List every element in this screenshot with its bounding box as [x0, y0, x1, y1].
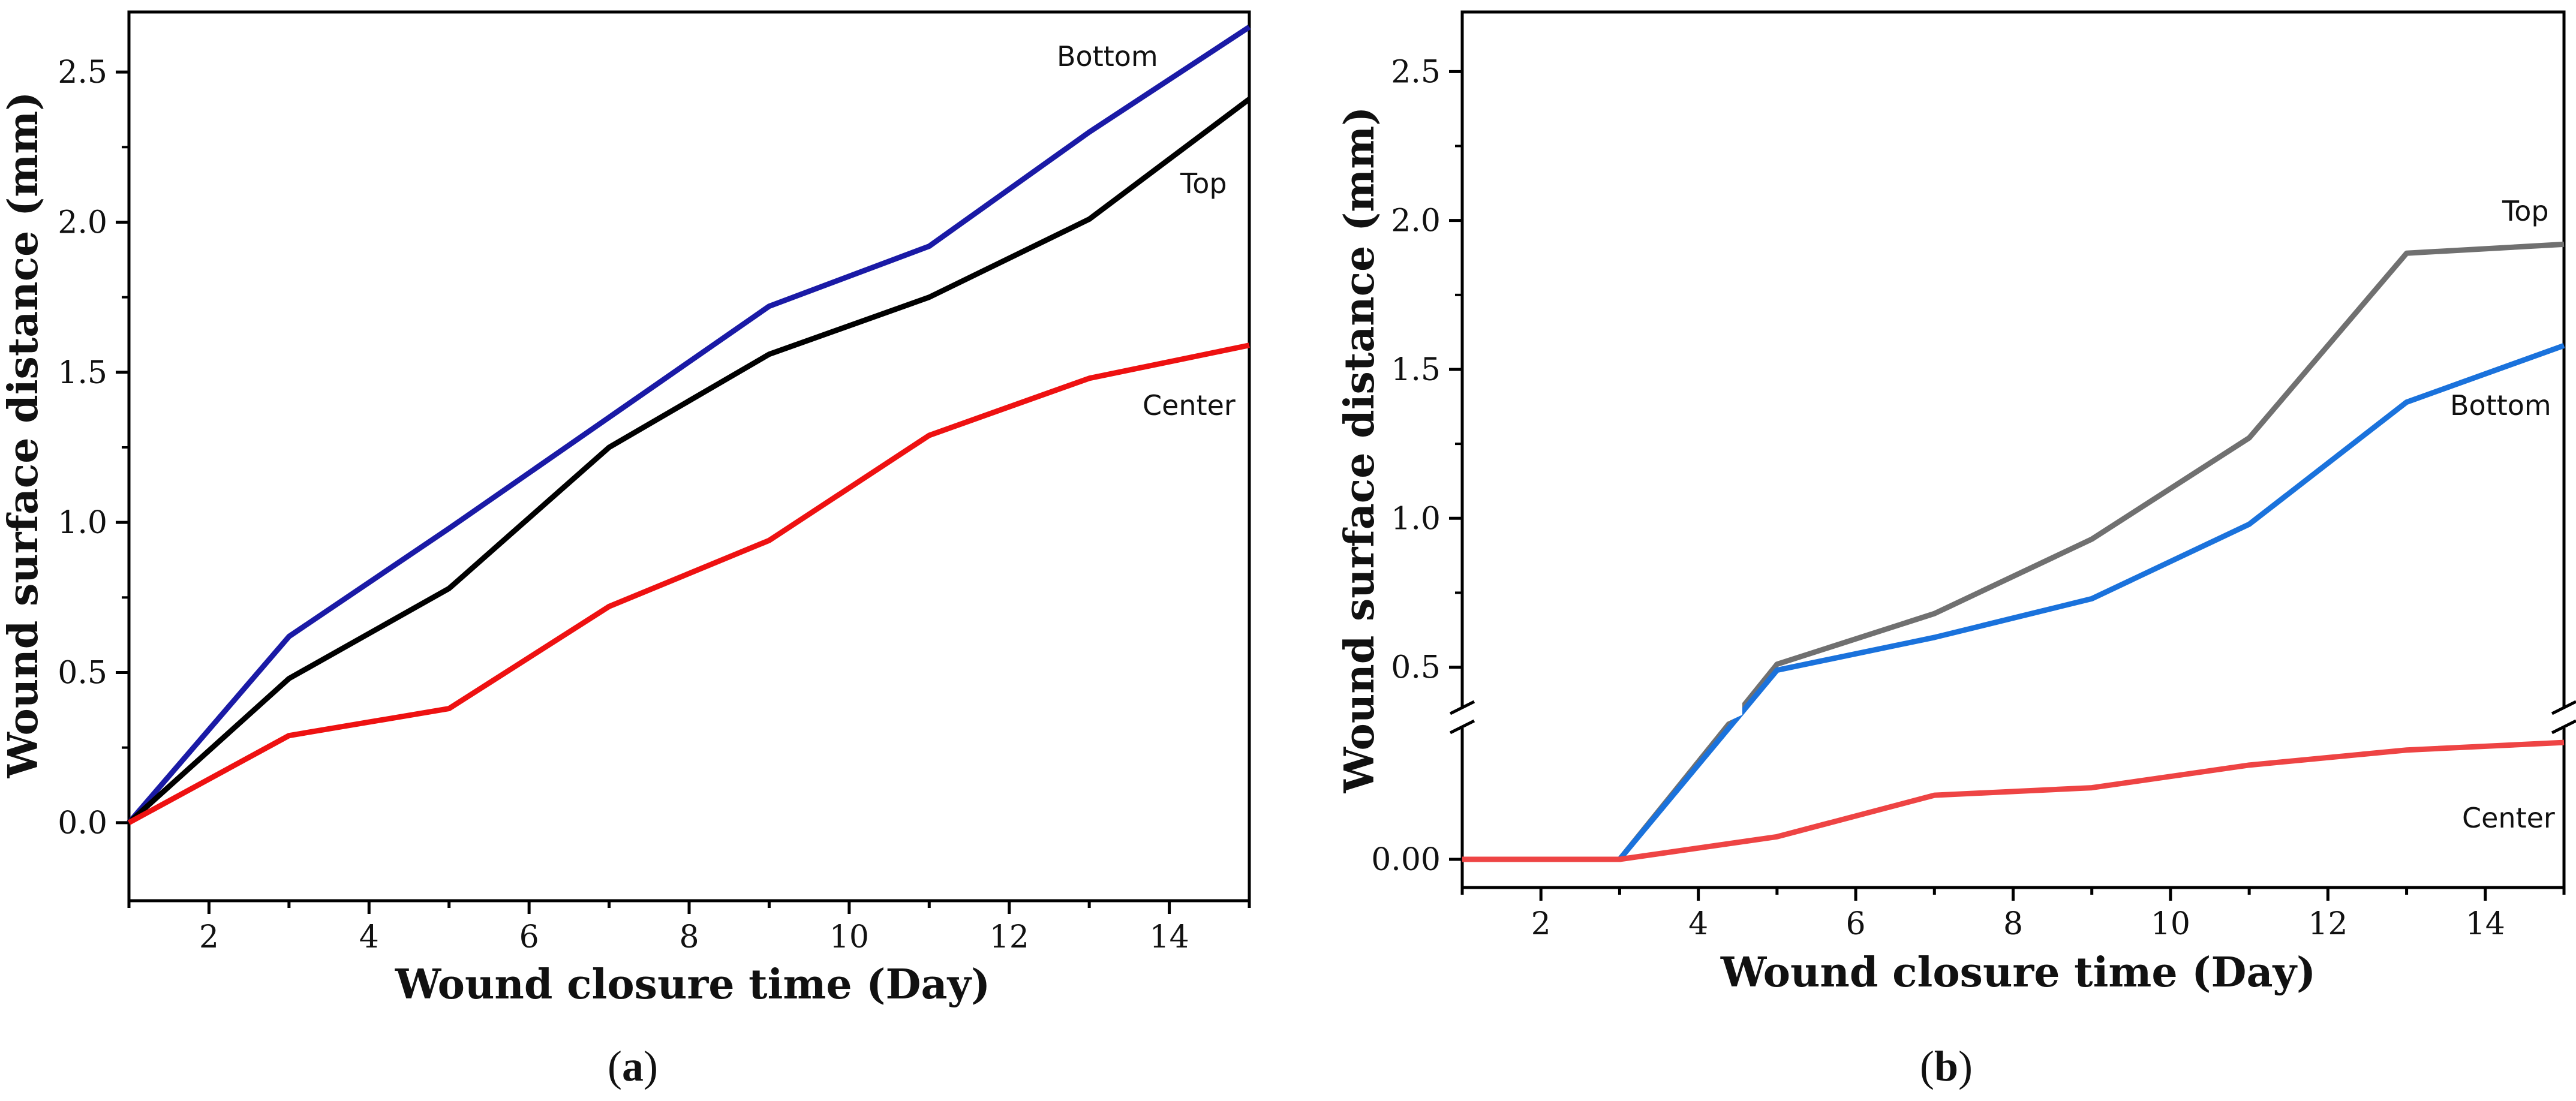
panel-b-y-axis-title: Wound surface distance (mm)	[1336, 107, 1384, 794]
panel-b-line-break-gap	[1717, 694, 1742, 727]
panel-b-y-tick-label: 2.5	[1391, 54, 1441, 90]
panel-b-series-line-center	[1462, 739, 2565, 862]
panel-b-axis-break-mark	[1449, 719, 1475, 735]
panel-a-annotation-top: Top	[1180, 167, 1227, 200]
panel-a-chart: 0.0 0.5 1.0 1.5 2.0 2.5 2 4 6 8 10 12 14 Bottom Top…	[0, 10, 1251, 1090]
panel-b-x-tick-label: 8	[2003, 906, 2023, 942]
panel-a-caption: (a)	[608, 1042, 658, 1090]
panel-a-y-tick-label: 0.0	[58, 805, 107, 841]
panel-a-y-tick-label: 1.5	[58, 355, 107, 391]
panel-b-caption: (b)	[1920, 1042, 1973, 1090]
panel-a-y-tick-label: 2.5	[58, 55, 107, 91]
panel-a-series-line-top	[127, 97, 1251, 825]
panel-a-annotation-bottom: Bottom	[1057, 40, 1158, 73]
panel-b-chart: 0.00 0.5 1.0 1.5 2.0 2.5 2 4 6 8 10 12 14 Top Botto…	[1336, 10, 2576, 1090]
panel-b-x-tick-label: 14	[2466, 906, 2505, 942]
panel-a-x-axis-title: Wound closure time (Day)	[395, 961, 990, 1009]
panel-b-x-tick-label: 10	[2151, 906, 2190, 942]
panel-a-x-tick-label: 14	[1149, 919, 1189, 955]
panel-a-x-tick-label: 12	[990, 919, 1029, 955]
panel-b-series-line-bottom	[1462, 343, 2565, 862]
panel-b-annotation-center: Center	[2462, 802, 2555, 834]
panel-a-y-tick-label: 2.0	[58, 204, 107, 240]
panel-a-y-tick-label: 1.0	[58, 505, 107, 541]
panel-a-series-line-bottom	[127, 25, 1251, 825]
panel-b-x-tick-label: 6	[1846, 906, 1866, 942]
panel-b-x-tick-label: 4	[1688, 906, 1708, 942]
panel-b-annotation-top: Top	[2502, 195, 2549, 227]
panel-a-annotation-center: Center	[1143, 389, 1236, 422]
panel-b-annotation-bottom: Bottom	[2450, 389, 2551, 422]
panel-b-axis-break-mark-right	[2551, 719, 2576, 735]
panel-b-x-axis-title: Wound closure time (Day)	[1720, 949, 2316, 997]
panel-b-axis-break-mark	[1449, 700, 1475, 715]
panel-a-y-axis-title: Wound surface distance (mm)	[0, 92, 47, 779]
panel-b-y-tick-label: 2.0	[1391, 203, 1441, 239]
panel-b-y-tick-label: 1.0	[1391, 501, 1441, 537]
panel-b-y-tick-label: 0.5	[1391, 650, 1441, 686]
panel-b-y-tick-label: 1.5	[1391, 352, 1441, 388]
panel-a-series-line-center	[127, 342, 1250, 825]
panel-a-x-tick-label: 4	[359, 919, 379, 955]
panel-a-x-tick-label: 10	[829, 919, 869, 955]
panel-b-axis-break-mark-right	[2551, 700, 2576, 715]
panel-b-x-tick-label: 12	[2308, 906, 2347, 942]
panel-b-x-tick-label: 2	[1531, 906, 1551, 942]
panel-a-x-tick-label: 2	[199, 919, 219, 955]
panel-a-y-tick-label: 0.5	[58, 655, 107, 691]
panel-a-x-tick-label: 8	[679, 919, 699, 955]
panel-b-y-tick-label: 0.00	[1371, 842, 1441, 878]
panel-a-x-tick-label: 6	[519, 919, 539, 955]
